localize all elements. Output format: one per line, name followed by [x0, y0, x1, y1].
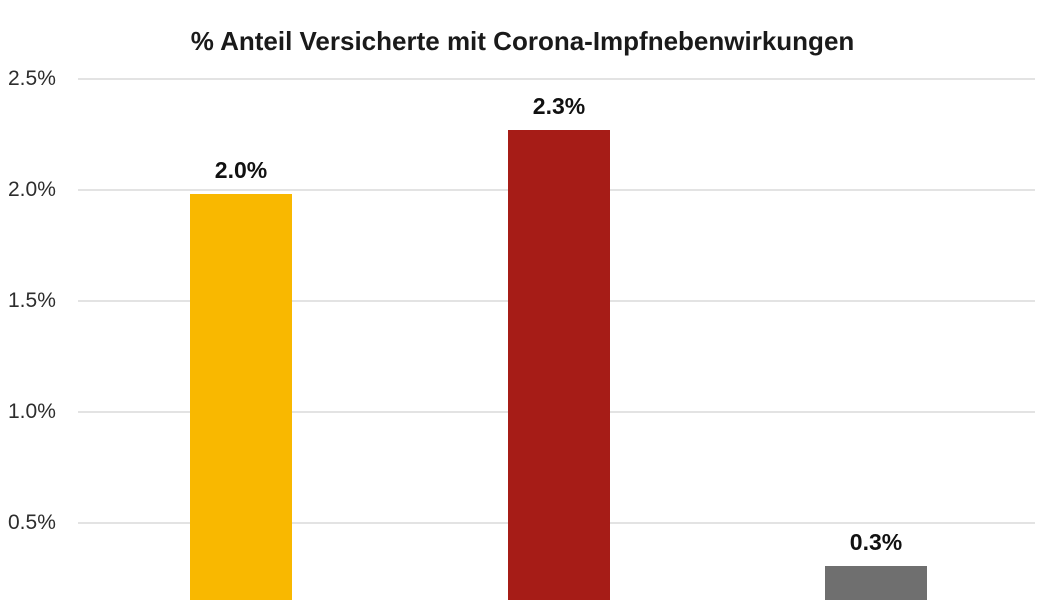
- chart-title: % Anteil Versicherte mit Corona-Impfnebe…: [190, 26, 855, 56]
- bar-3: [825, 565, 927, 600]
- y-tick-label: 0.5%: [8, 511, 56, 535]
- y-tick-label: 1.0%: [8, 400, 56, 424]
- bar-value-label: 2.3%: [532, 92, 586, 119]
- y-tick-label: 2.0%: [8, 177, 56, 201]
- gridline: [78, 77, 1035, 80]
- y-tick-label: 1.5%: [8, 288, 56, 312]
- bar-1: [190, 194, 292, 600]
- y-tick-label: 2.5%: [8, 66, 56, 90]
- bar-2: [508, 129, 610, 600]
- bar-value-label: 2.0%: [214, 157, 268, 184]
- bar-value-label: 0.3%: [849, 528, 903, 555]
